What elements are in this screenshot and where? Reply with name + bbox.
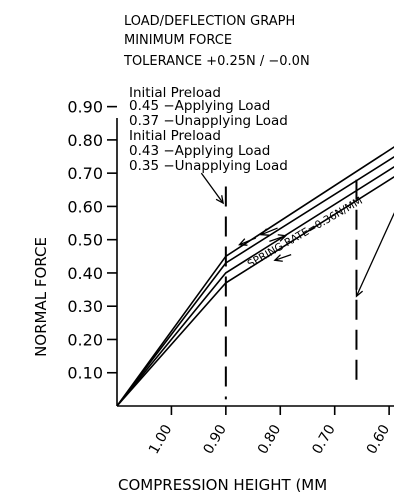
y-tick-label: 0.90 bbox=[67, 98, 103, 117]
x-tick-label: 0.80 bbox=[255, 422, 284, 457]
y-ticks: 0.10 0.20 0.30 0.40 0.50 0.60 0.70 0.80 0.90 bbox=[67, 98, 117, 383]
x-axis-label: COMPRESSION HEIGHT (MM bbox=[118, 476, 327, 494]
x-tick-label: 0.90 bbox=[200, 422, 229, 457]
direction-arrow-head bbox=[238, 238, 248, 246]
annotation-2-line-2: 0.43 −Applying Load bbox=[129, 143, 270, 159]
annotation-2-line-3: 0.35 −Unapplying Load bbox=[129, 158, 288, 174]
annotation-1-line-1: Initial Preload bbox=[129, 85, 221, 101]
direction-arrow-line bbox=[260, 227, 278, 236]
y-tick-label: 0.50 bbox=[67, 231, 103, 250]
direction-arrow-line bbox=[239, 237, 257, 246]
leader-arrow-head bbox=[355, 288, 364, 298]
y-tick-label: 0.80 bbox=[67, 131, 103, 150]
x-ticks: 1.00 0.90 0.80 0.70 0.60 bbox=[146, 406, 393, 457]
series-line bbox=[116, 166, 394, 407]
title-line-1: LOAD/DEFLECTION GRAPH bbox=[124, 14, 295, 29]
series-lines bbox=[116, 146, 394, 407]
direction-arrow-line bbox=[274, 254, 292, 261]
chart-header: LOAD/DEFLECTION GRAPH MINIMUM FORCE TOLE… bbox=[123, 14, 310, 69]
title-line-2: MINIMUM FORCE bbox=[124, 33, 232, 48]
x-tick-label: 0.60 bbox=[364, 422, 393, 457]
y-axis-label: NORMAL FORCE bbox=[32, 237, 50, 357]
series-line bbox=[116, 156, 394, 407]
annotation-1-line-2: 0.45 −Applying Load bbox=[129, 98, 270, 114]
direction-arrow-line bbox=[269, 235, 286, 242]
direction-arrow-head bbox=[273, 254, 283, 262]
direction-arrow-head bbox=[277, 234, 288, 242]
x-tick-label: 0.70 bbox=[309, 422, 338, 457]
direction-arrow-head bbox=[259, 228, 270, 236]
y-tick-label: 0.60 bbox=[67, 197, 103, 216]
axes bbox=[116, 118, 394, 407]
leader-arrow-line bbox=[355, 212, 394, 297]
annotation-1-line-3: 0.37 −Unapplying Load bbox=[129, 113, 288, 129]
y-tick-label: 0.30 bbox=[67, 297, 103, 316]
y-tick-label: 0.10 bbox=[67, 364, 103, 383]
annotation-2-line-1: Initial Preload bbox=[129, 128, 221, 144]
x-tick-label: 1.00 bbox=[146, 422, 175, 457]
leader-arrow-line bbox=[200, 172, 224, 204]
y-tick-label: 0.40 bbox=[67, 264, 103, 283]
preload-annotations: Initial Preload 0.45 −Applying Load 0.37… bbox=[129, 85, 288, 174]
leader-arrow-head bbox=[215, 195, 225, 205]
y-tick-label: 0.20 bbox=[67, 330, 103, 349]
tolerance-line: TOLERANCE +0.25N / −0.0N bbox=[123, 54, 310, 69]
y-tick-label: 0.70 bbox=[67, 164, 103, 183]
dashed-markers bbox=[224, 179, 358, 400]
arrows bbox=[200, 172, 394, 298]
